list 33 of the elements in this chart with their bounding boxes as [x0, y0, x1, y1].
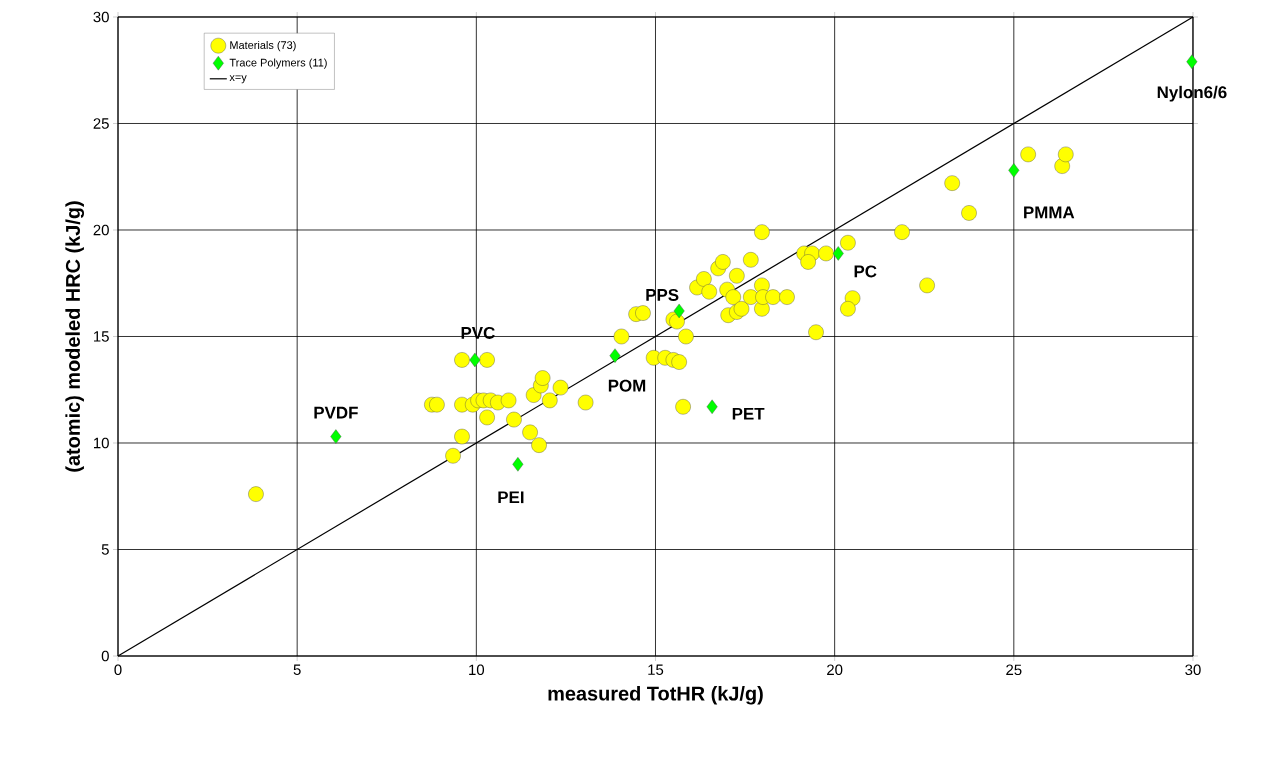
point — [706, 399, 718, 414]
x-tick-label: 30 — [1185, 664, 1201, 676]
point — [330, 429, 342, 444]
x-tick-label: 0 — [114, 664, 122, 676]
y-axis-title: (atomic) modeled HRC (kJ/g) — [65, 201, 85, 472]
y-tick-label: 15 — [94, 331, 109, 342]
point — [832, 246, 844, 261]
annotation: PC — [854, 265, 877, 278]
legend-label: Materials (73) — [230, 40, 296, 52]
x-tick-label: 25 — [1006, 664, 1022, 676]
annotation: PMMA — [1024, 206, 1075, 219]
y-tick-label: 30 — [93, 11, 109, 23]
y-tick-label: 25 — [93, 118, 109, 129]
annotation: POM — [608, 379, 646, 392]
legend-label: x=y — [229, 75, 247, 84]
point — [1008, 163, 1020, 178]
y-tick-label: 0 — [101, 650, 109, 662]
x-tick-label: 5 — [293, 664, 301, 675]
y-tick-label: 10 — [94, 437, 109, 449]
point — [609, 348, 621, 363]
x-tick-label: 10 — [469, 664, 485, 676]
x-axis-title: measured TotHR (kJ/g) — [548, 685, 763, 705]
x-tick-label: 15 — [648, 664, 664, 675]
y-tick-label: 20 — [93, 224, 109, 236]
annotation: PVDF — [314, 406, 358, 419]
y-tick-label: 5 — [101, 544, 109, 555]
point — [1186, 54, 1198, 69]
point — [512, 457, 524, 472]
legend-label: Trace Polymers (11) — [229, 58, 327, 69]
point — [469, 352, 481, 368]
annotation: PEI — [498, 491, 524, 504]
x-tick-label: 20 — [827, 664, 843, 676]
annotation: PET — [732, 407, 765, 420]
